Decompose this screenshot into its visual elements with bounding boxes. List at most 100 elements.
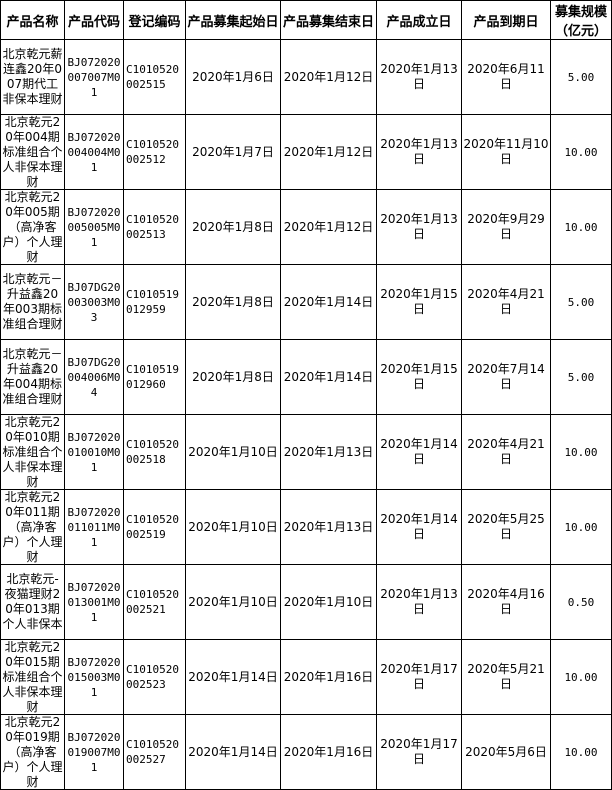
start-text: 2020年1月10日 — [188, 594, 278, 609]
reg-text: C1010520002519 — [126, 513, 179, 541]
cell-code: BJ07DG20003003M03 — [64, 264, 124, 340]
cell-reg: C1010519012959 — [123, 264, 186, 340]
start-text: 2020年1月8日 — [192, 369, 274, 384]
setup-text: 2020年1月15日 — [380, 362, 458, 391]
table-row: 北京乾元20年010期标准组合个人非保本理财 BJ072020010010M01 C… — [0, 414, 612, 490]
name-text: 北京乾元－升益鑫20年003期标准组合理财 — [2, 272, 63, 331]
start-text: 2020年1月10日 — [188, 519, 278, 534]
end-text: 2020年1月16日 — [283, 744, 374, 759]
cell-start: 2020年1月6日 — [185, 39, 281, 115]
cell-end: 2020年1月14日 — [280, 264, 377, 340]
cell-name: 北京乾元20年011期（高净客户）个人理财 — [0, 489, 65, 565]
setup-text: 2020年1月17日 — [380, 737, 458, 766]
name-text: 北京乾元-夜猫理财20年013期个人非保本 — [2, 572, 63, 631]
cell-reg: C1010520002513 — [123, 189, 186, 265]
maturity-text: 2020年4月21日 — [467, 287, 545, 316]
reg-text: C1010520002512 — [126, 138, 179, 166]
cell-setup: 2020年1月14日 — [376, 489, 462, 565]
cell-name: 北京乾元20年015期标准组合个人非保本理财 — [0, 639, 65, 715]
name-text: 北京乾元－升益鑫20年004期标准组合理财 — [2, 347, 63, 406]
table-row: 北京乾元－升益鑫20年003期标准组合理财 BJ07DG20003003M03 C1… — [0, 264, 612, 340]
column-header: 产品代码 — [64, 0, 124, 40]
column-header: 产品募集起始日 — [185, 0, 281, 40]
reg-text: C1010520002523 — [126, 663, 179, 691]
maturity-text: 2020年4月16日 — [467, 587, 545, 616]
end-text: 2020年1月16日 — [283, 669, 374, 684]
reg-text: C1010520002521 — [126, 588, 179, 616]
cell-reg: C1010520002527 — [123, 714, 186, 790]
cell-maturity: 2020年11月10日 — [461, 114, 551, 190]
column-header: 产品名称 — [0, 0, 65, 40]
table-row: 北京乾元20年015期标准组合个人非保本理财 BJ072020015003M01 C… — [0, 639, 612, 715]
maturity-text: 2020年9月29日 — [467, 212, 545, 241]
maturity-text: 2020年5月25日 — [467, 512, 545, 541]
size-text: 10.00 — [564, 145, 598, 159]
cell-maturity: 2020年4月21日 — [461, 414, 551, 490]
cell-name: 北京乾元20年004期标准组合个人非保本理财 — [0, 114, 65, 190]
cell-maturity: 2020年4月16日 — [461, 564, 551, 640]
cell-code: BJ072020011011M01 — [64, 489, 124, 565]
name-text: 北京乾元20年015期标准组合个人非保本理财 — [2, 640, 63, 714]
cell-reg: C1010520002519 — [123, 489, 186, 565]
cell-reg: C1010520002523 — [123, 639, 186, 715]
cell-code: BJ072020019007M01 — [64, 714, 124, 790]
reg-text: C1010520002527 — [126, 738, 179, 766]
cell-code: BJ072020013001M01 — [64, 564, 124, 640]
cell-setup: 2020年1月17日 — [376, 714, 462, 790]
end-text: 2020年1月12日 — [283, 219, 374, 234]
cell-maturity: 2020年5月21日 — [461, 639, 551, 715]
cell-maturity: 2020年5月25日 — [461, 489, 551, 565]
cell-code: BJ07DG20004006M04 — [64, 339, 124, 415]
end-text: 2020年1月14日 — [283, 294, 374, 309]
cell-reg: C1010520002521 — [123, 564, 186, 640]
cell-setup: 2020年1月15日 — [376, 339, 462, 415]
name-text: 北京乾元20年004期标准组合个人非保本理财 — [2, 115, 63, 189]
size-text: 5.00 — [567, 370, 595, 384]
cell-size: 10.00 — [550, 489, 612, 565]
code-text: BJ072020019007M01 — [67, 730, 121, 774]
cell-size: 5.00 — [550, 339, 612, 415]
maturity-text: 2020年6月11日 — [467, 62, 545, 91]
name-text: 北京乾元20年019期（高净客户）个人理财 — [2, 715, 63, 789]
cell-size: 10.00 — [550, 114, 612, 190]
name-text: 北京乾元20年010期标准组合个人非保本理财 — [2, 415, 63, 489]
table-row: 北京乾元-夜猫理财20年013期个人非保本 BJ072020013001M01 C1… — [0, 564, 612, 640]
column-header: 登记编码 — [123, 0, 186, 40]
column-header: 产品到期日 — [461, 0, 551, 40]
code-text: BJ072020015003M01 — [67, 655, 121, 699]
cell-end: 2020年1月13日 — [280, 489, 377, 565]
cell-end: 2020年1月13日 — [280, 414, 377, 490]
start-text: 2020年1月8日 — [192, 294, 274, 309]
cell-end: 2020年1月16日 — [280, 714, 377, 790]
table-row: 北京乾元－升益鑫20年004期标准组合理财 BJ07DG20004006M04 C1… — [0, 339, 612, 415]
cell-start: 2020年1月8日 — [185, 264, 281, 340]
reg-text: C1010519012960 — [126, 363, 179, 391]
setup-text: 2020年1月14日 — [380, 437, 458, 466]
start-text: 2020年1月14日 — [188, 669, 278, 684]
maturity-text: 2020年5月6日 — [465, 744, 547, 759]
size-text: 5.00 — [567, 295, 595, 309]
cell-size: 10.00 — [550, 189, 612, 265]
end-text: 2020年1月14日 — [283, 369, 374, 384]
setup-text: 2020年1月13日 — [380, 137, 458, 166]
cell-start: 2020年1月14日 — [185, 714, 281, 790]
setup-text: 2020年1月15日 — [380, 287, 458, 316]
code-text: BJ072020010010M01 — [67, 430, 121, 474]
cell-code: BJ072020005005M01 — [64, 189, 124, 265]
cell-setup: 2020年1月17日 — [376, 639, 462, 715]
cell-end: 2020年1月16日 — [280, 639, 377, 715]
table-row: 北京乾元20年011期（高净客户）个人理财 BJ072020011011M01 C1… — [0, 489, 612, 565]
end-text: 2020年1月12日 — [283, 69, 374, 84]
cell-start: 2020年1月8日 — [185, 339, 281, 415]
size-text: 10.00 — [564, 220, 598, 234]
cell-start: 2020年1月10日 — [185, 489, 281, 565]
cell-code: BJ072020004004M01 — [64, 114, 124, 190]
name-text: 北京乾元20年011期（高净客户）个人理财 — [2, 490, 63, 564]
end-text: 2020年1月12日 — [283, 144, 374, 159]
cell-setup: 2020年1月13日 — [376, 114, 462, 190]
cell-setup: 2020年1月13日 — [376, 39, 462, 115]
cell-name: 北京乾元－升益鑫20年004期标准组合理财 — [0, 339, 65, 415]
maturity-text: 2020年5月21日 — [467, 662, 545, 691]
start-text: 2020年1月6日 — [192, 69, 274, 84]
cell-code: BJ072020010010M01 — [64, 414, 124, 490]
